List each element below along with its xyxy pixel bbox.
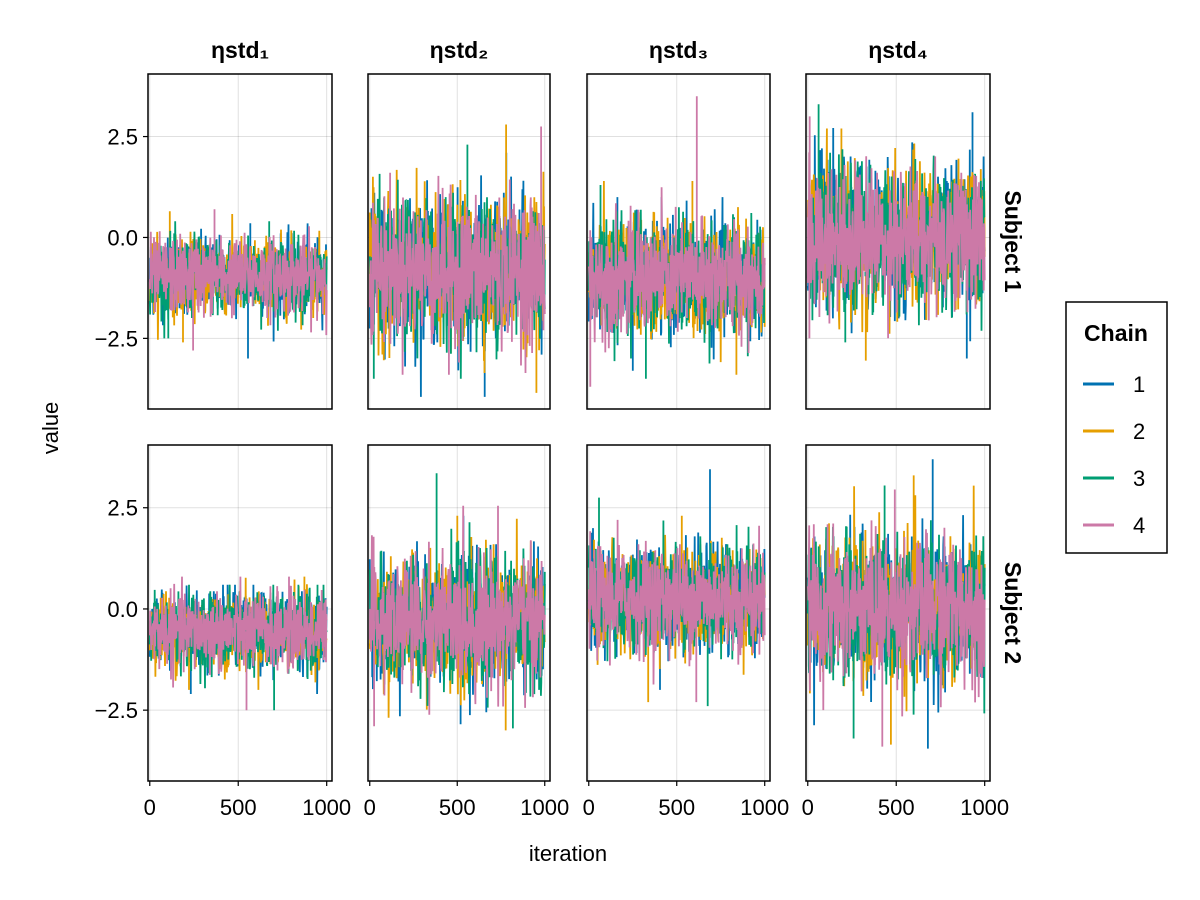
y-tick-label: −2.5 — [95, 698, 138, 723]
row-label: Subject 2 — [1000, 562, 1026, 664]
panel-frame — [147, 73, 333, 410]
x-axis-label: iteration — [529, 841, 607, 866]
y-tick-label: 2.5 — [107, 496, 138, 521]
y-tick-label: −2.5 — [95, 326, 138, 351]
panel-frame — [805, 73, 991, 410]
panel-2-1: 2.5 0.0 −2.5 0 500 1000 — [95, 444, 351, 820]
x-tick-label: 500 — [658, 795, 695, 820]
panel-frame — [367, 444, 551, 782]
chain-4-trace — [368, 126, 546, 375]
x-tick-label: 0 — [144, 795, 156, 820]
column-title: ηstd₁ — [211, 37, 269, 63]
legend-label: 2 — [1133, 419, 1145, 444]
panel-frame — [805, 444, 991, 782]
chain-4-trace — [368, 505, 546, 727]
legend-box — [1065, 301, 1168, 554]
legend: Chain 1 2 3 4 — [1065, 301, 1168, 554]
panel-1-3 — [586, 73, 771, 410]
x-tick-label: 1000 — [520, 795, 569, 820]
panel-1-2 — [367, 73, 551, 410]
y-axis-label: value — [38, 402, 63, 455]
chain-4-trace — [587, 519, 766, 703]
chain-4-trace — [806, 116, 986, 339]
x-tick-label: 1000 — [740, 795, 789, 820]
y-tick-label: 0.0 — [107, 225, 138, 250]
panel-1-4 — [805, 73, 991, 410]
x-tick-label: 500 — [439, 795, 476, 820]
y-tick-label: 0.0 — [107, 597, 138, 622]
panel-2-3: 0 500 1000 — [583, 444, 789, 820]
x-tick-label: 0 — [583, 795, 595, 820]
panel-1-1: 2.5 0.0 −2.5 — [95, 73, 333, 410]
x-tick-label: 0 — [802, 795, 814, 820]
panel-frame — [586, 73, 771, 410]
chain-4-trace — [148, 576, 328, 711]
panel-2-4: 0 500 1000 — [802, 444, 1009, 820]
legend-title: Chain — [1084, 320, 1148, 346]
x-tick-label: 1000 — [960, 795, 1009, 820]
legend-label: 1 — [1133, 372, 1145, 397]
panel-frame — [586, 444, 771, 782]
x-tick-label: 1000 — [302, 795, 351, 820]
column-title: ηstd₂ — [430, 37, 489, 63]
x-tick-label: 500 — [878, 795, 915, 820]
chain-4-trace — [806, 489, 986, 747]
row-label: Subject 1 — [1000, 190, 1026, 292]
legend-label: 3 — [1133, 466, 1145, 491]
column-title: ηstd₄ — [868, 37, 928, 63]
panel-grid: 2.5 0.0 −2.5 2.5 0.0 −2.5 0 500 1000 0 500 1000 0 500… — [95, 73, 1009, 820]
y-tick-label: 2.5 — [107, 125, 138, 150]
chain-4-trace — [148, 209, 328, 351]
x-tick-label: 0 — [364, 795, 376, 820]
column-titles: ηstd₁ ηstd₂ ηstd₃ ηstd₄ — [211, 37, 928, 63]
panel-2-2: 0 500 1000 — [364, 444, 569, 820]
x-tick-label: 500 — [220, 795, 257, 820]
chain-4-trace — [587, 96, 766, 387]
legend-label: 4 — [1133, 513, 1145, 538]
panel-frame — [147, 444, 333, 782]
panel-frame — [367, 73, 551, 410]
row-labels: Subject 1 Subject 2 — [1000, 190, 1026, 664]
column-title: ηstd₃ — [649, 37, 708, 63]
legend-entries: 1 2 3 4 — [1083, 372, 1145, 538]
